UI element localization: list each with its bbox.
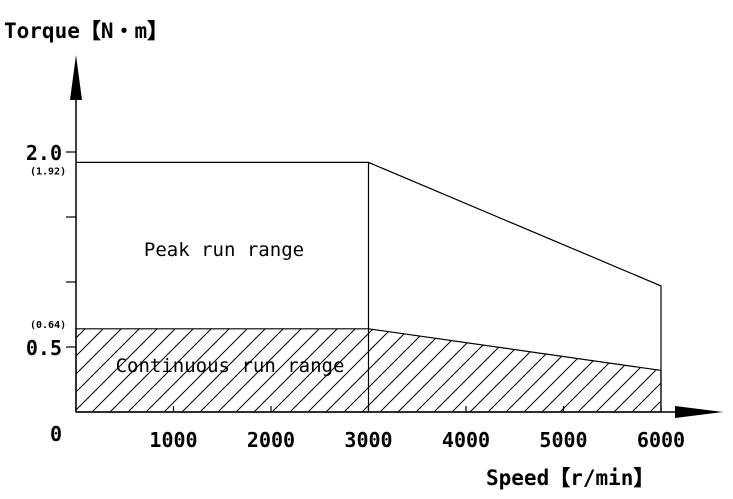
peak-run-outline <box>76 161 662 412</box>
y-tick-label: 0.5 <box>26 336 62 360</box>
peak-run-label: Peak run range <box>144 239 304 261</box>
y-tick-label: 2.0 <box>26 141 62 165</box>
y-axis-title: Torque【N・m】 <box>4 19 168 43</box>
y-axis-arrow <box>70 55 82 100</box>
x-tick-label: 0 <box>50 422 62 446</box>
x-tick-label: 4000 <box>442 428 490 452</box>
x-tick-label: 1000 <box>149 428 197 452</box>
x-axis-title: Speed【r/min】 <box>486 466 654 490</box>
continuous-run-label: Continuous run range <box>116 355 345 377</box>
y-ticks <box>66 151 76 348</box>
x-tick-label: 6000 <box>637 428 685 452</box>
y-tick-labels: 0.5 2.0 <box>26 141 62 360</box>
y-secondary-label: (1.92) <box>30 166 66 177</box>
y-secondary-label: (0.64) <box>30 320 66 331</box>
x-tick-labels: 0 1000 2000 3000 4000 5000 6000 <box>50 422 685 452</box>
x-tick-label: 5000 <box>539 428 587 452</box>
x-tick-label: 3000 <box>344 428 392 452</box>
x-tick-label: 2000 <box>247 428 295 452</box>
x-axis-arrow <box>675 406 723 418</box>
y-secondary-labels: (1.92) (0.64) <box>30 166 66 330</box>
x-ticks <box>172 406 662 412</box>
